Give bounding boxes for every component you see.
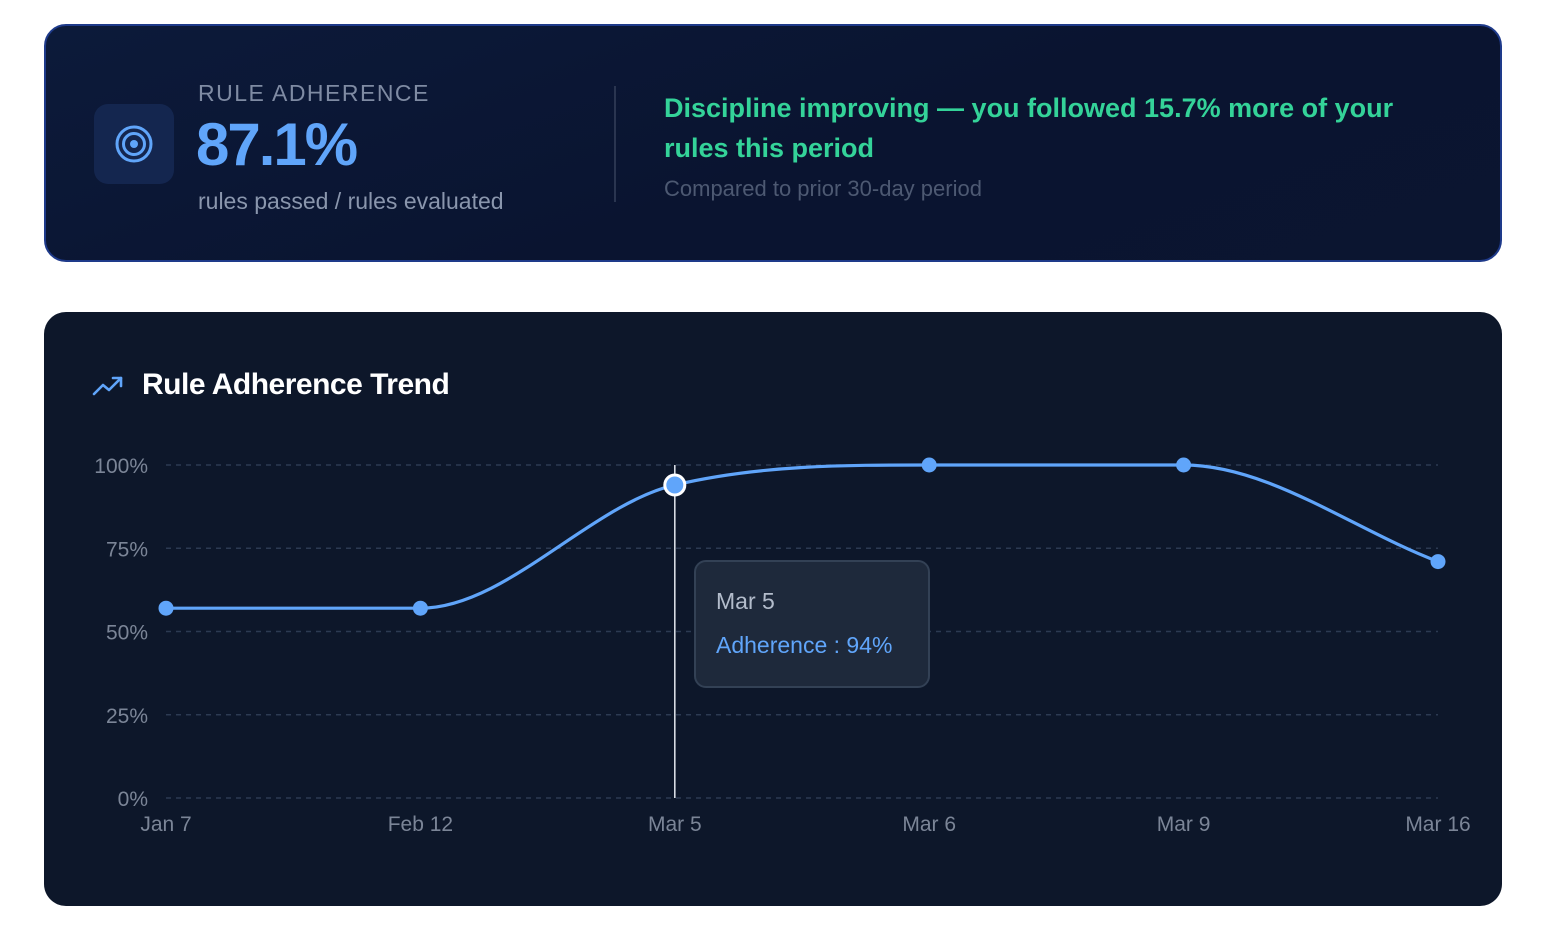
metric-label: RULE ADHERENCE (198, 80, 430, 106)
x-tick-label: Jan 7 (140, 813, 191, 836)
target-icon (115, 125, 153, 163)
adherence-line-chart[interactable]: 0% 25% 50% 75% 100% Jan 7 Feb 12 Mar 5 Mar 6 Mar … (44, 312, 1502, 906)
data-point (158, 600, 174, 616)
x-tick-label: Mar 5 (648, 813, 702, 836)
metric-formula: rules passed / rules evaluated (198, 188, 504, 214)
target-badge (94, 104, 174, 184)
divider (614, 86, 616, 202)
y-tick-label: 100% (94, 455, 148, 478)
y-tick-label: 75% (106, 538, 148, 561)
metric-value: 87.1% (196, 111, 358, 178)
tooltip-date: Mar 5 (716, 588, 775, 614)
adherence-trend-card: Rule Adherence Trend 0% 25% 50% 75% 100% Jan … (44, 312, 1502, 906)
data-point-active (663, 473, 687, 497)
data-point (1176, 457, 1192, 473)
comparison-note: Compared to prior 30-day period (664, 176, 982, 201)
adherence-line (164, 463, 1440, 610)
x-tick-label: Mar 16 (1405, 813, 1470, 836)
trending-up-icon (92, 376, 123, 396)
x-tick-label: Mar 6 (902, 813, 956, 836)
y-tick-label: 0% (118, 788, 148, 811)
chart-title: Rule Adherence Trend (142, 368, 450, 401)
y-tick-label: 50% (106, 622, 148, 645)
tooltip-value: Adherence : 94% (716, 632, 893, 658)
y-tick-label: 25% (106, 705, 148, 728)
data-point (412, 600, 428, 616)
data-point (921, 457, 937, 473)
x-tick-label: Mar 9 (1157, 813, 1211, 836)
data-point (1430, 554, 1446, 570)
x-tick-label: Feb 12 (388, 813, 453, 836)
chart-tooltip: Mar 5 Adherence : 94% (694, 560, 930, 688)
trend-message: Discipline improving — you followed 15.7… (664, 93, 1394, 163)
rule-adherence-summary-card: RULE ADHERENCE 87.1% rules passed / rule… (44, 24, 1502, 262)
